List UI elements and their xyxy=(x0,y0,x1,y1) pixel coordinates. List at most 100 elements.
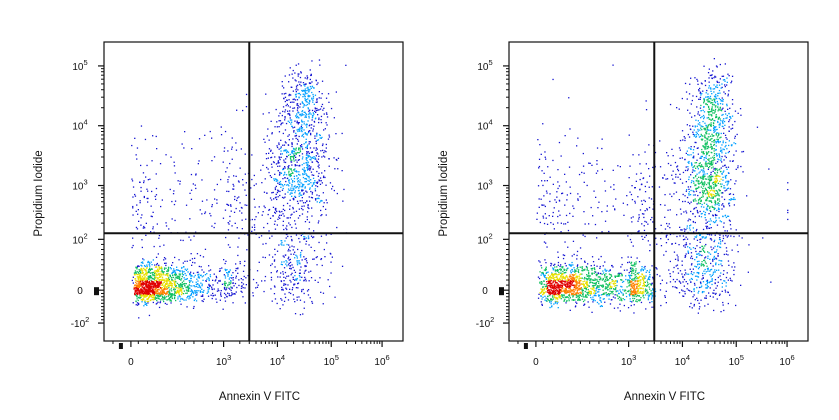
event-dot xyxy=(160,282,162,284)
event-dot xyxy=(178,288,180,290)
event-dot xyxy=(549,301,551,303)
event-dot xyxy=(211,225,213,227)
event-dot xyxy=(308,155,310,157)
event-dot xyxy=(692,169,694,171)
event-dot xyxy=(208,283,210,286)
event-dot xyxy=(560,281,563,283)
event-dot xyxy=(541,283,543,285)
event-dot xyxy=(151,289,153,291)
event-dot xyxy=(139,291,141,293)
event-dot xyxy=(311,184,314,186)
event-dot xyxy=(245,106,248,108)
event-dot xyxy=(289,246,291,248)
event-dot xyxy=(225,289,227,291)
event-dot xyxy=(293,131,295,133)
event-dot xyxy=(553,280,555,282)
event-dot xyxy=(701,196,703,198)
event-dot xyxy=(627,280,629,282)
event-dot xyxy=(327,138,330,140)
event-dot xyxy=(301,110,303,113)
event-dot xyxy=(220,178,222,181)
event-dot xyxy=(178,286,180,288)
event-dot xyxy=(304,91,306,94)
event-dot xyxy=(564,287,566,290)
event-dot xyxy=(235,175,237,177)
event-dot xyxy=(557,298,559,300)
event-dot xyxy=(309,167,311,169)
event-dot xyxy=(197,163,199,165)
event-dot xyxy=(610,291,613,293)
event-dot xyxy=(220,134,223,136)
event-dot xyxy=(148,277,150,279)
event-dot xyxy=(631,280,633,282)
event-dot xyxy=(609,269,611,272)
event-dot xyxy=(308,130,310,133)
event-dot xyxy=(139,278,142,281)
event-dot xyxy=(144,286,146,289)
event-dot xyxy=(229,283,231,286)
event-dot xyxy=(152,282,154,284)
event-dot xyxy=(303,173,306,175)
event-dot xyxy=(155,279,157,281)
event-dot xyxy=(548,293,550,295)
event-dot xyxy=(284,240,286,242)
event-dot xyxy=(575,301,577,303)
event-dot xyxy=(165,293,167,296)
event-dot xyxy=(146,197,148,200)
event-dot xyxy=(298,171,300,173)
event-dot xyxy=(556,289,559,291)
event-dot xyxy=(290,94,292,96)
event-dot xyxy=(187,295,189,298)
event-dot xyxy=(577,281,579,283)
event-dot xyxy=(710,193,712,195)
event-dot xyxy=(139,285,141,288)
event-dot xyxy=(284,177,286,179)
event-dot xyxy=(145,302,148,305)
event-dot xyxy=(288,181,290,183)
event-dot xyxy=(636,290,638,292)
event-dot xyxy=(173,268,175,270)
event-dot xyxy=(609,274,611,276)
event-dot xyxy=(144,265,146,268)
event-dot xyxy=(692,194,695,196)
event-dot xyxy=(645,271,647,273)
event-dot xyxy=(561,267,564,269)
event-dot xyxy=(294,195,296,198)
event-dot xyxy=(171,284,173,287)
x-tick-label: 103 xyxy=(216,353,231,368)
event-dot xyxy=(717,110,719,112)
event-dot xyxy=(341,132,343,135)
event-dot xyxy=(305,116,307,118)
event-dot xyxy=(632,282,634,284)
event-dot xyxy=(633,297,636,300)
event-dot xyxy=(308,280,310,282)
event-dot xyxy=(634,280,637,282)
event-dot xyxy=(639,282,641,284)
event-dot xyxy=(320,119,322,121)
event-dot xyxy=(306,147,308,150)
event-dot xyxy=(230,210,232,212)
event-dot xyxy=(281,81,283,83)
event-dot xyxy=(283,284,285,286)
event-dot xyxy=(643,285,645,287)
event-dot xyxy=(233,185,235,187)
event-dot xyxy=(301,101,303,103)
event-dot xyxy=(212,295,214,297)
event-dot xyxy=(318,155,320,157)
event-dot xyxy=(630,264,633,266)
event-dot xyxy=(545,284,547,286)
event-dot xyxy=(579,298,581,300)
event-dot xyxy=(225,260,227,262)
event-dot xyxy=(282,178,284,180)
event-dot xyxy=(647,278,649,280)
event-dot xyxy=(292,90,294,92)
event-dot xyxy=(146,274,148,276)
event-dot xyxy=(222,217,225,219)
event-dot xyxy=(283,174,285,176)
event-dot xyxy=(305,173,307,175)
event-dot xyxy=(318,117,320,119)
event-dot xyxy=(564,290,566,292)
event-dot xyxy=(242,296,244,298)
event-dot xyxy=(708,133,710,135)
event-dot xyxy=(208,288,210,290)
